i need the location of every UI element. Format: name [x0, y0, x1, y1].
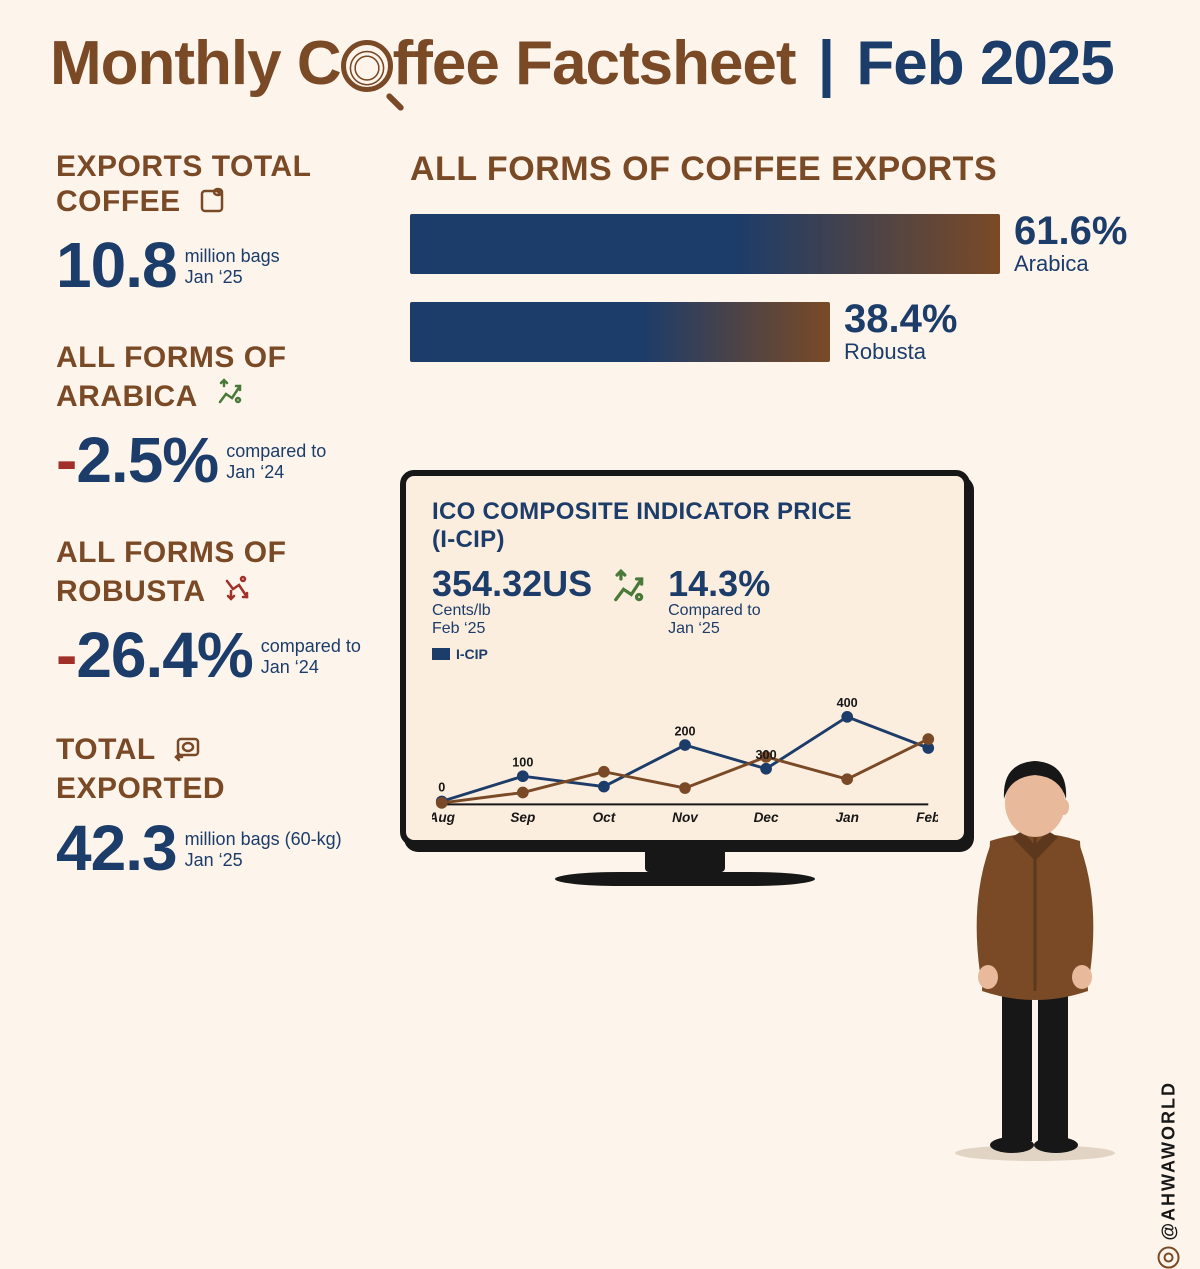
sub-line: Jan ‘24 [261, 657, 319, 677]
svg-text:300: 300 [756, 748, 777, 762]
chart-legend: I-CIP [432, 646, 938, 662]
export-icon [172, 737, 204, 770]
label-line: EXPORTS TOTAL [56, 150, 311, 183]
svg-text:0: 0 [438, 781, 445, 795]
stat-robusta: ALL FORMS OF ROBUSTA 26.4% compared to J… [56, 536, 386, 687]
page-title: Monthly C ffee Factsheet | Feb 2025 [50, 28, 1114, 99]
brand-watermark: @AHWAWORLD [1158, 1081, 1180, 1269]
trend-up-icon [214, 384, 248, 417]
sub-line: Jan ‘24 [226, 462, 284, 482]
label-line: ROBUSTA [56, 575, 205, 608]
bar [410, 214, 1000, 274]
bar-row: 61.6%Arabica [410, 211, 1150, 277]
label-line: ALL FORMS OF [56, 536, 286, 569]
stat-arabica: ALL FORMS OF ARABICA 2.5% compared to Ja… [56, 341, 386, 492]
trend-down-icon [221, 579, 255, 612]
bar [410, 302, 830, 362]
monitor-screen: ICO COMPOSITE INDICATOR PRICE (I-CIP) 35… [400, 470, 970, 846]
stat-value: 42.3 [56, 816, 177, 880]
title-part2: ffee Factsheet [393, 29, 796, 98]
stat-value-row: 42.3 million bags (60-kg) Jan ‘25 [56, 816, 386, 880]
svg-text:400: 400 [837, 696, 858, 710]
price-period: Feb ‘25 [432, 620, 592, 638]
stat-sub: million bags Jan ‘25 [185, 246, 280, 297]
sub-line: million bags (60-kg) [185, 829, 342, 849]
brand-text: @AHWAWORLD [1159, 1081, 1180, 1241]
bar-label: 38.4%Robusta [844, 299, 957, 365]
legend-swatch [432, 648, 450, 660]
stat-exports-total: EXPORTS TOTAL COFFEE 10.8 million bags J… [56, 150, 386, 297]
title-part1: Monthly C [50, 29, 341, 98]
label-line: ALL FORMS OF [56, 341, 286, 374]
label-line: TOTAL [56, 733, 155, 766]
bar-pct: 61.6% [1014, 211, 1127, 251]
stat-value: 26.4% [56, 623, 253, 687]
stat-value-row: 2.5% compared to Jan ‘24 [56, 428, 386, 492]
stat-value-row: 10.8 million bags Jan ‘25 [56, 233, 386, 297]
screen-stats: 354.32US Cents/lb Feb ‘25 14.3% Compared… [432, 566, 938, 638]
svg-text:Jan: Jan [835, 810, 858, 825]
stat-sub: million bags (60-kg) Jan ‘25 [185, 829, 342, 880]
trend-up-icon [608, 566, 652, 615]
brand-cup-icon [1158, 1247, 1180, 1269]
title-line: ICO COMPOSITE INDICATOR PRICE [432, 498, 852, 525]
price-unit: Cents/lb [432, 602, 592, 620]
svg-text:Feb: Feb [916, 810, 938, 825]
exports-bars: 61.6%Arabica 38.4%Robusta [410, 211, 1150, 365]
stat-label: ALL FORMS OF ROBUSTA [56, 536, 386, 613]
icip-chart: 0 100 200 300 400 Aug Sep Oct Nov Dec Jan Feb [432, 666, 938, 826]
title-divider: | [818, 29, 834, 98]
svg-text:100: 100 [512, 755, 533, 769]
stat-value: 2.5% [56, 428, 218, 492]
svg-text:Sep: Sep [510, 810, 535, 825]
legend-label: I-CIP [456, 646, 488, 662]
bar-name: Robusta [844, 339, 957, 365]
price-block: 354.32US Cents/lb Feb ‘25 [432, 566, 592, 638]
label-line: EXPORTED [56, 772, 225, 805]
svg-text:Nov: Nov [672, 810, 699, 825]
label-line: COFFEE [56, 185, 181, 218]
change-block: 14.3% Compared to Jan ‘25 [668, 566, 770, 638]
monitor: ICO COMPOSITE INDICATOR PRICE (I-CIP) 35… [400, 470, 970, 886]
exports-bars-title: ALL FORMS OF COFFEE EXPORTS [410, 150, 1150, 189]
right-column: ALL FORMS OF COFFEE EXPORTS 61.6%Arabica… [410, 150, 1150, 365]
sub-line: Jan ‘25 [185, 267, 243, 287]
bar-label: 61.6%Arabica [1014, 211, 1127, 277]
svg-text:200: 200 [674, 724, 695, 738]
sub-line: compared to [226, 441, 326, 461]
change-sub: Jan ‘25 [668, 620, 770, 638]
svg-text:Dec: Dec [754, 810, 779, 825]
person-illustration [940, 741, 1130, 1161]
stat-value-row: 26.4% compared to Jan ‘24 [56, 623, 386, 687]
monitor-base [555, 872, 815, 886]
title-date: Feb 2025 [856, 29, 1113, 98]
bar-row: 38.4%Robusta [410, 299, 1150, 365]
svg-text:Oct: Oct [593, 810, 616, 825]
monitor-stand [645, 846, 725, 872]
bar-pct: 38.4% [844, 299, 957, 339]
left-column: EXPORTS TOTAL COFFEE 10.8 million bags J… [56, 150, 386, 924]
stat-label: ALL FORMS OF ARABICA [56, 341, 386, 418]
coffee-o-icon [341, 40, 393, 92]
svg-text:Aug: Aug [432, 810, 456, 825]
stat-label: EXPORTS TOTAL COFFEE [56, 150, 386, 223]
stat-value: 10.8 [56, 233, 177, 297]
title-line: (I-CIP) [432, 526, 505, 553]
sub-line: million bags [185, 246, 280, 266]
change-value: 14.3% [668, 566, 770, 602]
bag-icon [198, 189, 228, 222]
change-sub: Compared to [668, 602, 770, 620]
stat-sub: compared to Jan ‘24 [261, 636, 361, 687]
price-value: 354.32US [432, 566, 592, 602]
stat-sub: compared to Jan ‘24 [226, 441, 326, 492]
screen-title: ICO COMPOSITE INDICATOR PRICE (I-CIP) [432, 498, 938, 554]
label-line: ARABICA [56, 380, 197, 413]
sub-line: compared to [261, 636, 361, 656]
sub-line: Jan ‘25 [185, 850, 243, 870]
chart-svg: 0 100 200 300 400 Aug Sep Oct Nov Dec Jan Feb [432, 666, 938, 826]
stat-label: TOTAL EXPORTED [56, 731, 386, 806]
stat-total-exported: TOTAL EXPORTED 42.3 million bags (60-kg)… [56, 731, 386, 880]
bar-name: Arabica [1014, 251, 1127, 277]
